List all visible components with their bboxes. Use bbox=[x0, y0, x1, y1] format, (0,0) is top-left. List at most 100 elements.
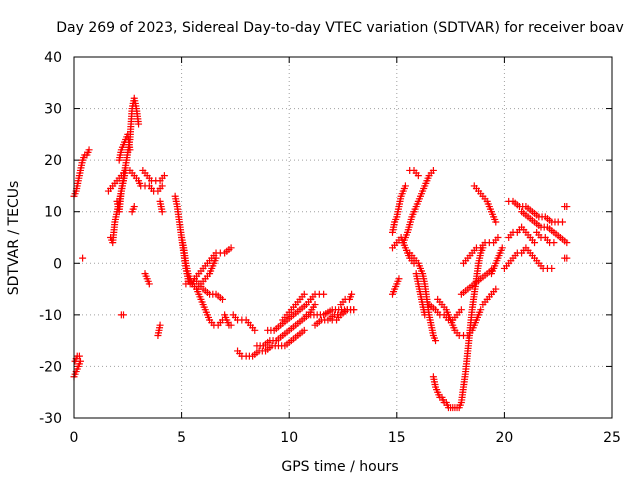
data-point bbox=[444, 404, 452, 412]
data-point bbox=[550, 239, 558, 247]
series-arc11 bbox=[139, 166, 168, 185]
y-tick-label: -30 bbox=[39, 411, 62, 427]
x-tick-label: 20 bbox=[495, 430, 513, 446]
series-arc41 bbox=[429, 373, 452, 412]
data-point bbox=[135, 120, 143, 128]
series-arc51 bbox=[533, 228, 558, 247]
series-arc40 bbox=[447, 244, 487, 412]
y-tick-label: 40 bbox=[44, 50, 62, 66]
series-arc12 bbox=[141, 182, 166, 195]
y-axis-label: SDTVAR / TECUs bbox=[6, 181, 22, 296]
series-arc29 bbox=[328, 311, 345, 324]
y-tick-label: -10 bbox=[39, 308, 62, 324]
data-point bbox=[498, 244, 506, 252]
data-point bbox=[227, 244, 235, 252]
data-point bbox=[158, 208, 166, 216]
x-tick-label: 25 bbox=[603, 430, 621, 446]
x-axis-label: GPS time / hours bbox=[281, 459, 398, 475]
data-point bbox=[158, 182, 166, 190]
series-arc50 bbox=[518, 208, 571, 247]
series-arc38 bbox=[425, 301, 465, 324]
data-point bbox=[300, 290, 308, 298]
data-point bbox=[414, 172, 422, 180]
series-arc15 bbox=[156, 197, 166, 216]
data-point bbox=[85, 146, 93, 154]
series-arc24 bbox=[264, 295, 315, 334]
series-arc37 bbox=[412, 270, 429, 319]
data-point bbox=[337, 311, 345, 319]
series-arc45 bbox=[479, 285, 500, 309]
series-arc8 bbox=[115, 130, 134, 164]
x-tick-label: 10 bbox=[280, 430, 298, 446]
data-point bbox=[531, 239, 539, 247]
series-arc52 bbox=[561, 203, 571, 211]
data-point bbox=[212, 254, 220, 262]
data-point bbox=[156, 321, 164, 329]
series-arc14 bbox=[154, 321, 164, 339]
series-arc18 bbox=[182, 275, 226, 303]
series-arc26 bbox=[307, 290, 328, 303]
data-point bbox=[75, 352, 83, 360]
data-point bbox=[320, 290, 328, 298]
x-tick-label: 0 bbox=[70, 430, 79, 446]
tick-labels: 0 5 10 15 20 25 -30 -20 -10 0 10 20 30 40 bbox=[39, 50, 621, 446]
data-points bbox=[70, 94, 571, 412]
data-point bbox=[300, 326, 308, 334]
data-point bbox=[350, 306, 358, 314]
data-point bbox=[421, 311, 429, 319]
data-point bbox=[145, 280, 153, 288]
data-point bbox=[348, 290, 356, 298]
series-arc20 bbox=[221, 311, 235, 329]
series-arc25 bbox=[279, 290, 308, 324]
data-point bbox=[126, 146, 134, 154]
data-point bbox=[494, 234, 502, 241]
series-arc3 bbox=[71, 352, 83, 365]
data-point bbox=[429, 166, 437, 174]
y-tick-label: -20 bbox=[39, 359, 62, 375]
series-arc42 bbox=[457, 264, 498, 298]
series-arc53 bbox=[561, 254, 571, 262]
data-point bbox=[251, 326, 259, 334]
data-point bbox=[563, 239, 571, 247]
series-arc19 bbox=[188, 280, 226, 329]
series-arc2 bbox=[70, 357, 84, 381]
data-point bbox=[227, 321, 235, 329]
data-point bbox=[492, 285, 500, 293]
series-arc9 bbox=[117, 311, 127, 319]
data-point bbox=[492, 218, 500, 226]
data-point bbox=[548, 264, 556, 272]
data-point bbox=[160, 172, 168, 180]
data-point bbox=[563, 254, 571, 262]
data-point bbox=[395, 275, 403, 283]
data-point bbox=[432, 337, 440, 345]
series-arc22 bbox=[234, 326, 308, 360]
series-arc10 bbox=[128, 203, 138, 216]
series-arc36 bbox=[406, 249, 440, 345]
series-arc49 bbox=[505, 197, 567, 226]
series-arc35 bbox=[406, 166, 422, 180]
data-point bbox=[311, 301, 319, 309]
x-tick-label: 15 bbox=[388, 430, 406, 446]
y-tick-label: 30 bbox=[44, 102, 62, 118]
y-tick-label: 0 bbox=[53, 256, 62, 272]
y-tick-label: 10 bbox=[44, 205, 62, 221]
series-arc30 bbox=[337, 290, 356, 309]
chart-title: Day 269 of 2023, Sidereal Day-to-day VTE… bbox=[56, 20, 624, 36]
series-arc33 bbox=[388, 275, 403, 298]
data-point bbox=[401, 182, 409, 190]
data-point bbox=[477, 306, 485, 314]
data-point bbox=[559, 218, 567, 226]
series-arc21 bbox=[229, 311, 259, 334]
y-tick-label: 20 bbox=[44, 153, 62, 169]
series-arc43 bbox=[460, 234, 502, 267]
grid-lines bbox=[74, 57, 612, 418]
x-tick-label: 5 bbox=[177, 430, 186, 446]
series-arc46 bbox=[487, 244, 506, 278]
plot-frame bbox=[73, 56, 613, 419]
data-point bbox=[79, 254, 87, 262]
series-arc47 bbox=[500, 244, 556, 272]
data-point bbox=[457, 306, 465, 314]
series-arc13 bbox=[141, 270, 153, 288]
